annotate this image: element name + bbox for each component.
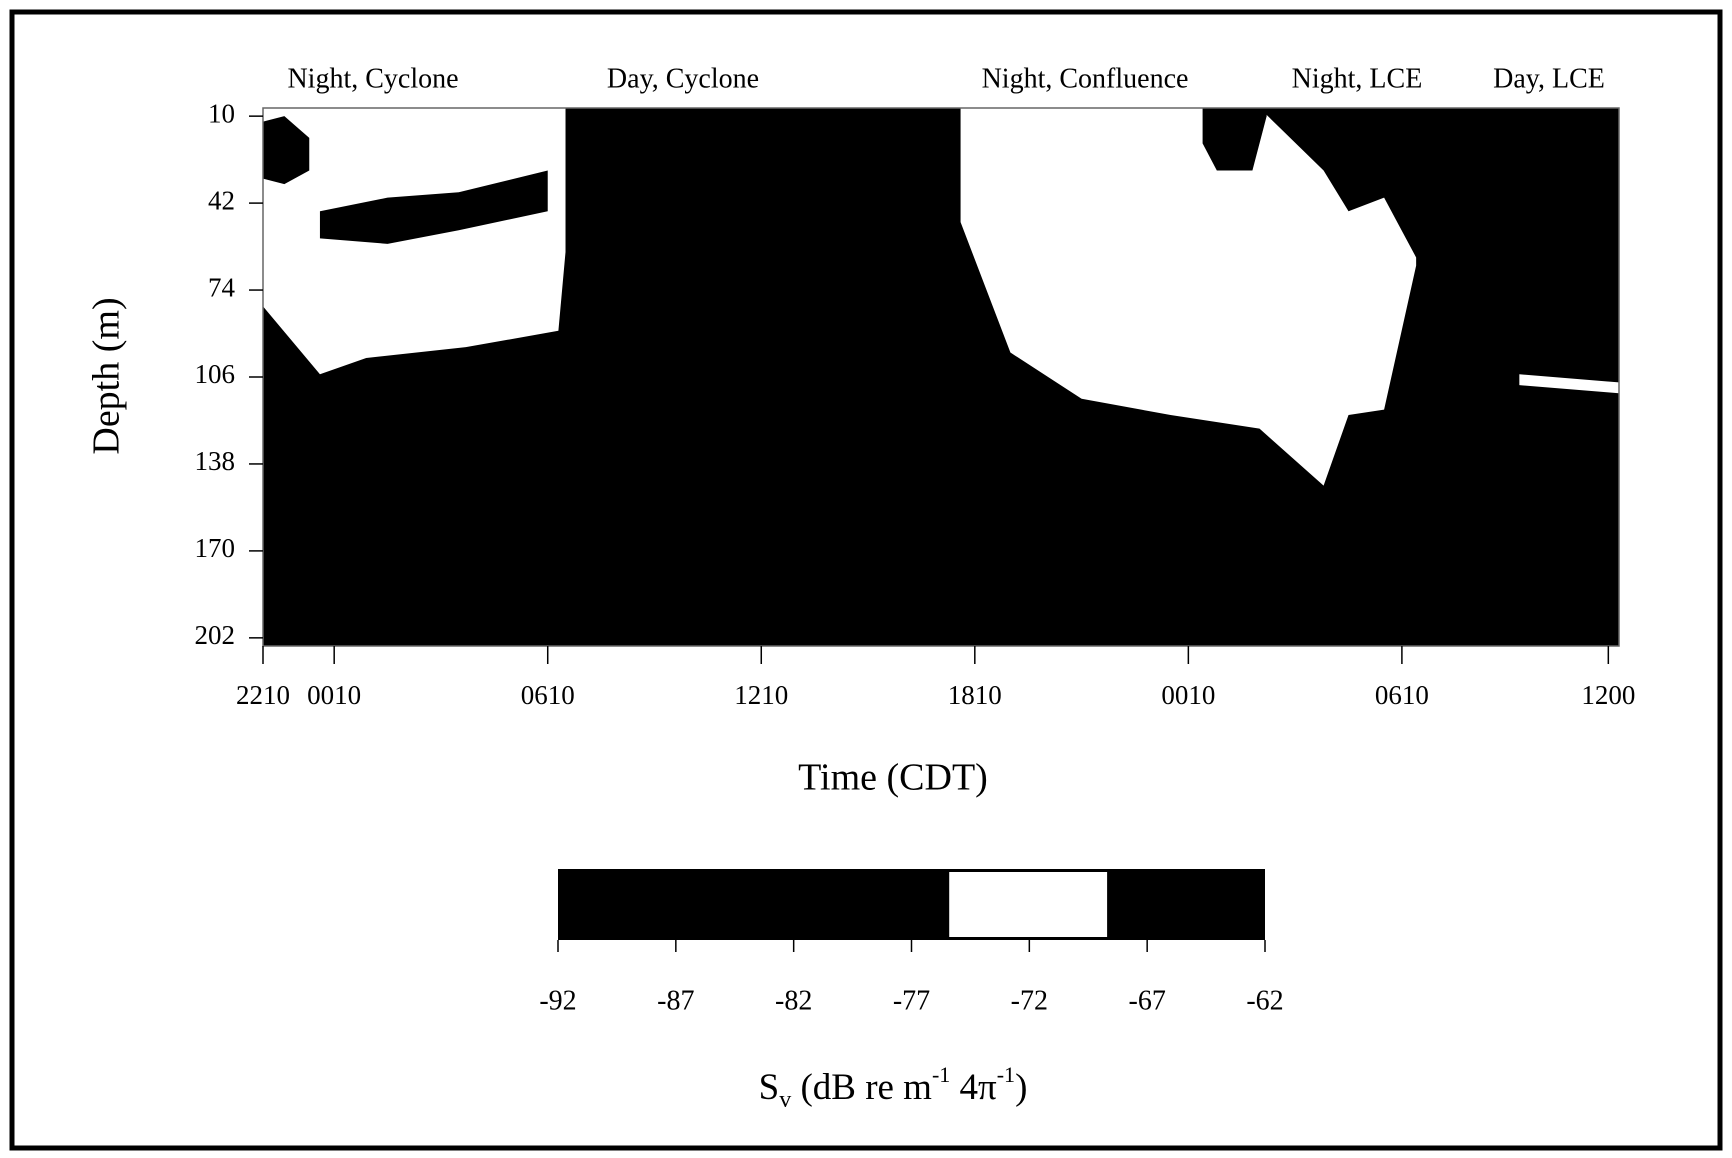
frame [9,9,1723,1151]
y-tick-label: 106 [195,359,236,389]
x-tick-label: 1810 [948,680,1002,710]
x-tick-label: 1200 [1581,680,1635,710]
colorbar-label-part: -1 [997,1062,1015,1087]
y-tick-label: 170 [195,533,236,563]
region-label: Day, LCE [1493,63,1605,94]
y-tick-label: 74 [208,272,236,302]
x-axis-title: Time (CDT) [798,757,988,799]
scattering-layer [263,108,566,375]
colorbar-label: Sv (dB re m-1 4π-1) [759,1062,1028,1112]
colorbar-label-part: v [779,1087,791,1113]
x-tick-label: 1210 [734,680,788,710]
colorbar-label-part: -1 [932,1062,950,1087]
scattering-layer [319,170,548,244]
y-tick-label: 42 [208,185,235,215]
x-tick-label: 0010 [307,680,361,710]
y-tick-label: 138 [195,446,236,476]
colorbar-tick-label: -77 [893,985,930,1016]
colorbar-white-band [949,872,1108,937]
colorbar-tick-label: -72 [1011,985,1048,1016]
colorbar-tick-label: -67 [1129,985,1166,1016]
y-tick-label: 10 [208,98,235,128]
scattering-layer [1519,374,1619,394]
y-axis-title: Depth (m) [86,297,128,454]
region-label: Day, Cyclone [607,63,759,94]
colorbar-label-part: ) [1015,1067,1027,1108]
x-tick-label: 0010 [1161,680,1215,710]
scattering-layer [263,116,310,185]
colorbar-tick-label: -82 [775,985,812,1016]
colorbar-base [558,869,1265,940]
colorbar-label-part: (dB re m [791,1067,932,1108]
colorbar-tick-label: -87 [657,985,694,1016]
x-tick-label: 0610 [1375,680,1429,710]
x-tick-label: 2210 [236,680,290,710]
region-label: Night, LCE [1292,63,1423,94]
colorbar-label-part: S [759,1067,780,1108]
colorbar-tick-label: -92 [539,985,576,1016]
scattering-layer [1202,108,1267,171]
region-label: Night, Confluence [982,63,1189,94]
colorbar-tick-label: -62 [1246,985,1283,1016]
x-tick-label: 0610 [521,680,575,710]
colorbar-label-part: 4π [950,1067,997,1108]
region-label: Night, Cyclone [287,63,458,94]
scattering-layer [960,108,1417,486]
y-tick-label: 202 [195,620,236,650]
